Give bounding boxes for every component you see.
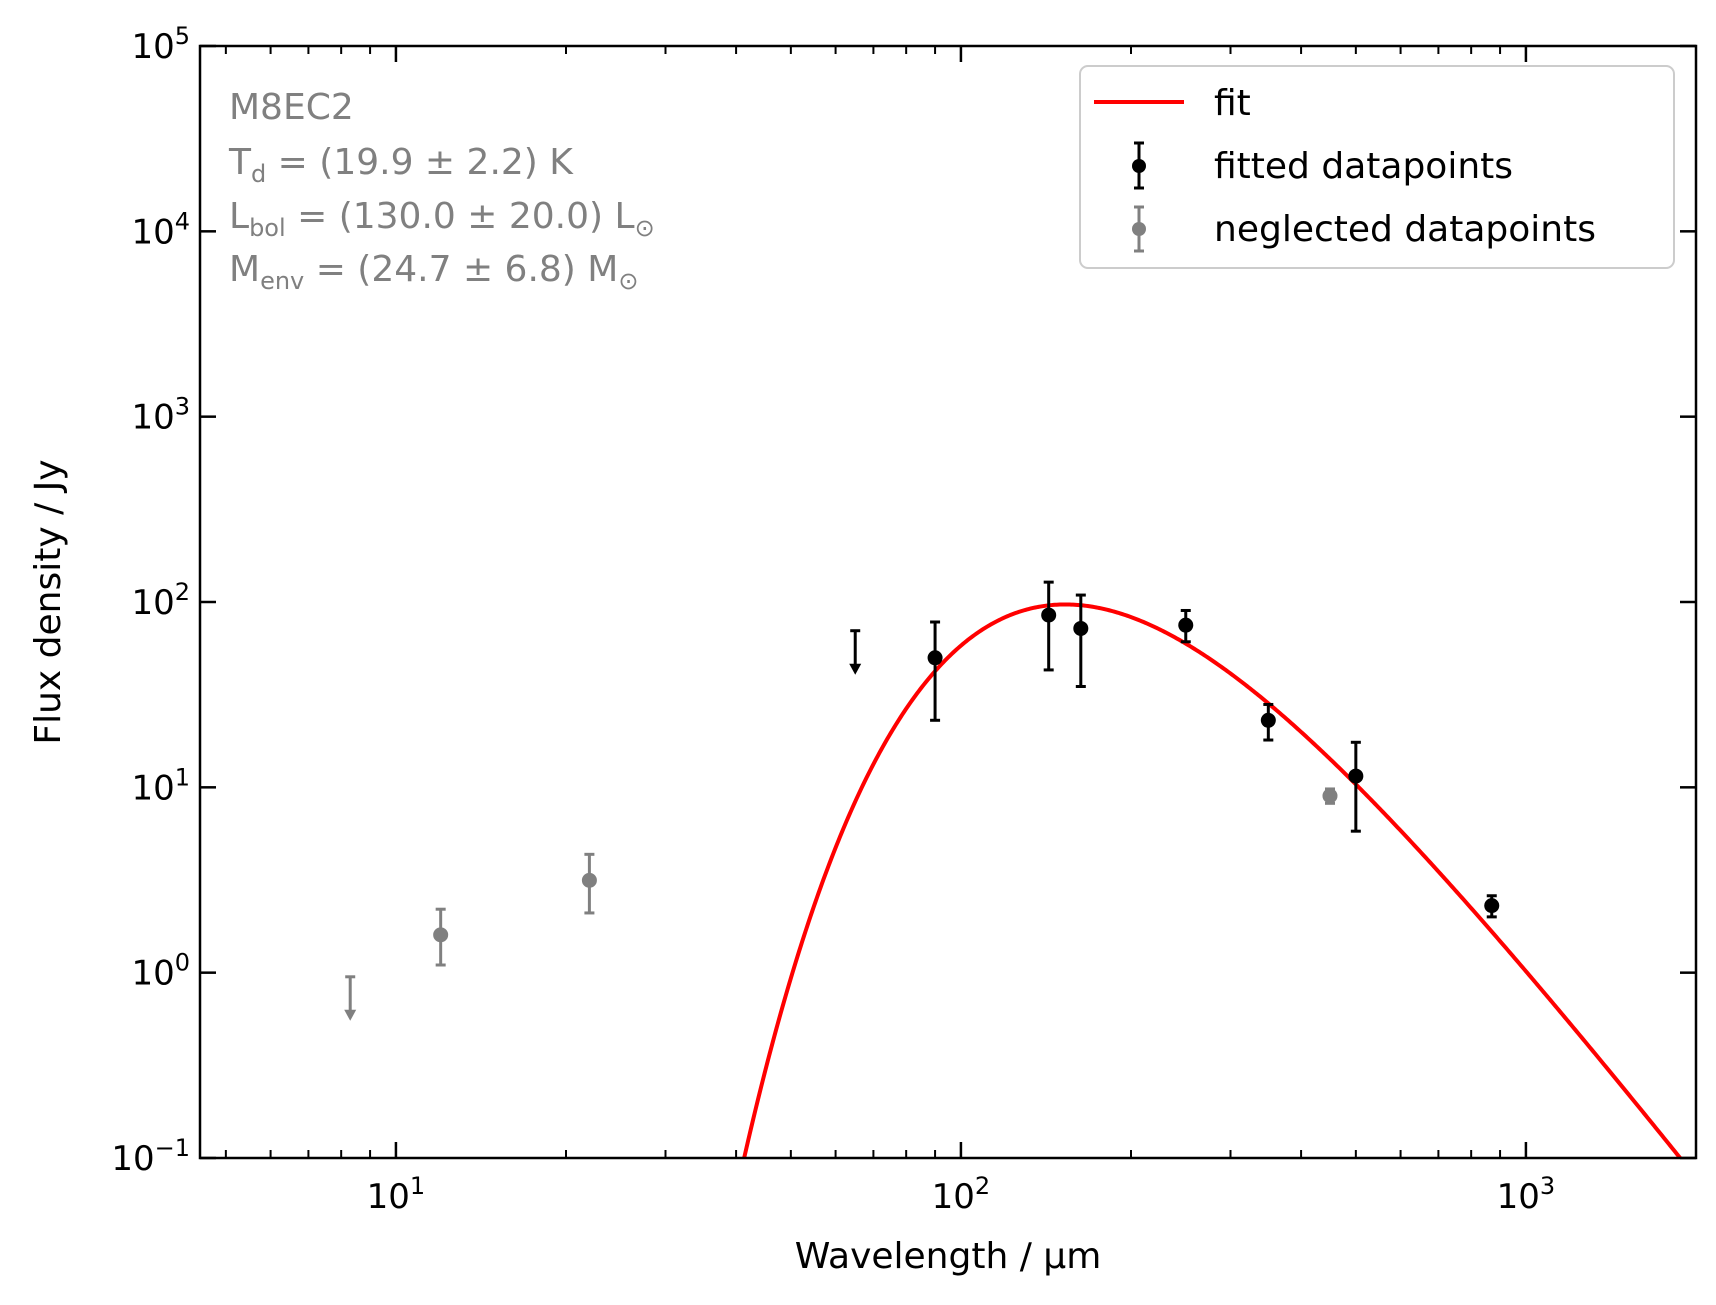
- lbol-symbol: L: [229, 196, 249, 237]
- neglected-upper-limit-arrowhead: [344, 1009, 357, 1021]
- y-axis-label: Flux density / Jy: [28, 459, 69, 744]
- lbol-value: = (130.0 ± 20.0) L: [286, 196, 635, 237]
- dust-temperature: Td = (19.9 ± 2.2) K: [228, 142, 574, 188]
- x-tick-label: 103: [1497, 1172, 1556, 1217]
- fit-annotation: M8EC2 Td = (19.9 ± 2.2) K Lbol = (130.0 …: [228, 87, 655, 295]
- menv-value: = (24.7 ± 6.8) M: [304, 249, 618, 290]
- legend-fitted-label: fitted datapoints: [1214, 146, 1513, 187]
- fitted-point-marker: [1484, 898, 1500, 914]
- fitted-upper-limit-arrowhead: [849, 663, 862, 675]
- y-tick-label: 102: [131, 578, 190, 623]
- legend: fit fitted datapoints neglected datapoin…: [1079, 65, 1675, 269]
- x-axis-label: Wavelength / μm: [795, 1236, 1102, 1277]
- menv-subscript: env: [260, 267, 304, 295]
- legend-neglected-label: neglected datapoints: [1214, 209, 1596, 250]
- fitted-point-marker: [1073, 620, 1089, 636]
- axis-ticks: [200, 44, 1697, 1160]
- fitted-point-marker: [1178, 617, 1194, 633]
- x-tick-label: 101: [367, 1172, 426, 1217]
- menv-symbol: M: [229, 249, 260, 290]
- neglected-point-marker: [1322, 788, 1338, 804]
- fitted-point-marker: [1260, 712, 1276, 728]
- neglected-point-marker: [433, 927, 449, 943]
- legend-box: [1079, 65, 1675, 269]
- legend-neglected-marker: [1132, 222, 1146, 236]
- neglected-point-marker: [581, 872, 597, 888]
- fit-layer: [742, 602, 1683, 1158]
- bolometric-luminosity: Lbol = (130.0 ± 20.0) L⊙: [229, 196, 655, 242]
- fitted-point-marker: [1041, 607, 1057, 623]
- legend-fitted-marker: [1132, 159, 1146, 173]
- source-name: M8EC2: [229, 87, 354, 128]
- lbol-subscript: bol: [249, 214, 286, 242]
- envelope-mass: Menv = (24.7 ± 6.8) M⊙: [229, 249, 638, 295]
- fit-curve: [742, 602, 1683, 1158]
- fitted-point-marker: [1348, 768, 1364, 784]
- y-tick-label: 100: [131, 949, 190, 994]
- tick-labels: 101 102 103 10−1 100 101 102 103 104 105: [111, 22, 1555, 1217]
- y-tick-label: 105: [131, 22, 190, 67]
- td-symbol: T: [228, 142, 252, 183]
- plot-frame: [198, 44, 1698, 1160]
- td-subscript: d: [251, 160, 266, 188]
- fitted-point-marker: [927, 650, 943, 666]
- data-points-layer: [344, 580, 1500, 1021]
- x-tick-label: 102: [932, 1172, 991, 1217]
- td-value: = (19.9 ± 2.2) K: [266, 142, 574, 183]
- legend-fit-label: fit: [1214, 83, 1251, 124]
- y-tick-label: 104: [131, 207, 190, 252]
- y-tick-label: 101: [131, 763, 190, 808]
- sun-symbol: ⊙: [635, 214, 655, 242]
- sun-symbol: ⊙: [618, 267, 638, 295]
- y-tick-label: 103: [131, 393, 190, 438]
- y-tick-label: 10−1: [111, 1134, 190, 1179]
